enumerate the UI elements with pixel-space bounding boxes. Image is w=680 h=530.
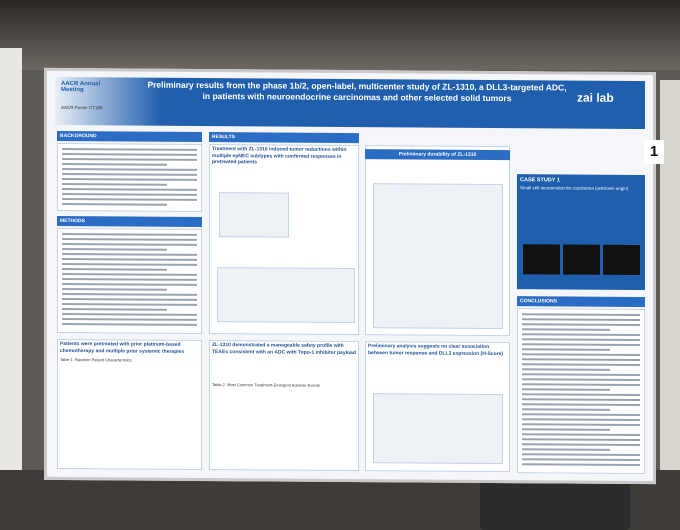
figure [217, 267, 355, 324]
text-line [522, 348, 610, 351]
text-line [62, 257, 197, 261]
text-line [62, 292, 197, 296]
section-heading: RESULTS [209, 132, 359, 144]
text-line [522, 383, 640, 386]
text-line [522, 423, 640, 426]
text-line [522, 463, 640, 466]
text-line [62, 187, 197, 191]
text-line [522, 393, 640, 396]
text-line [62, 317, 197, 321]
text-line [62, 282, 197, 286]
text-line [62, 147, 197, 151]
text-line [522, 398, 640, 401]
text-line [522, 378, 640, 381]
text-line [62, 202, 167, 206]
ct-scan [563, 244, 600, 275]
text-line [62, 302, 197, 306]
text-line [522, 338, 640, 341]
poster-title: Preliminary results from the phase 1b/2,… [147, 79, 567, 104]
safety-box [209, 340, 359, 472]
text-block [57, 227, 202, 334]
ct-scan [523, 244, 560, 275]
section-heading: Preliminary durability of ZL-1310 [365, 149, 510, 161]
text-line [522, 328, 610, 331]
section-heading: METHODS [57, 215, 202, 227]
section-heading: CASE STUDY 1 [520, 177, 560, 184]
text-line [522, 413, 640, 416]
text-line [522, 453, 640, 456]
text-line [62, 287, 167, 291]
poster-id: AACR Poster CT180 [61, 104, 103, 111]
text-block [57, 142, 202, 212]
text-line [62, 192, 197, 196]
text-line [62, 312, 197, 316]
figure [373, 393, 503, 465]
text-line [522, 403, 640, 406]
text-line [62, 152, 197, 156]
text-line [62, 242, 197, 246]
section-heading: CONCLUSIONS [517, 296, 645, 308]
logo: zai lab [577, 90, 614, 105]
text-line [62, 272, 197, 276]
text-line [522, 363, 640, 366]
text-line [62, 247, 167, 251]
text-line [522, 353, 640, 356]
text-line [522, 443, 640, 446]
text-line [62, 267, 167, 271]
section-heading: BACKGROUND [57, 130, 202, 142]
text-line [62, 182, 167, 186]
text-line [522, 368, 610, 371]
neighbor-board [660, 80, 680, 490]
text-line [522, 428, 610, 431]
section-heading: Preliminary analysis suggests no clear a… [368, 343, 504, 357]
text-line [522, 343, 640, 346]
text-line [522, 373, 640, 376]
text-line [62, 162, 167, 166]
text-line [522, 323, 640, 326]
text-line [522, 333, 640, 336]
figure [219, 192, 289, 238]
text-line [522, 318, 640, 321]
text-line [522, 438, 640, 441]
text-line [522, 458, 640, 461]
text-line [62, 277, 197, 281]
text-line [62, 307, 167, 311]
text-line [522, 408, 610, 411]
text-line [522, 433, 640, 436]
table-caption: Table 1. Baseline Patient Characteristic… [60, 356, 132, 363]
section-heading: ZL-1310 demonstrated a manageable safety… [212, 342, 356, 356]
text-line [522, 358, 640, 361]
section-heading: Treatment with ZL-1310 induced tumor red… [212, 146, 347, 166]
neighbor-board [0, 48, 22, 488]
table-caption: Table 2. Most Common Treatment-Emergent … [212, 382, 320, 388]
case-subtitle: Small cell neuroendocrine carcinoma (unk… [520, 185, 629, 191]
ct-scan [603, 244, 640, 276]
text-line [62, 157, 197, 161]
text-block [517, 308, 645, 475]
text-line [522, 418, 640, 421]
meeting: AACR Annual Meeting [61, 80, 101, 94]
swimmer-plot [373, 183, 503, 330]
text-line [62, 232, 197, 236]
text-line [522, 448, 610, 451]
text-line [522, 313, 640, 316]
text-line [62, 237, 197, 241]
text-line [62, 177, 197, 181]
text-line [522, 388, 610, 391]
text-line [62, 262, 197, 266]
text-line [62, 297, 197, 301]
text-line [62, 197, 197, 201]
text-line [62, 167, 197, 171]
text-line [62, 172, 197, 176]
section-heading: Patients were pretreated with prior plat… [60, 340, 185, 355]
board-number: 1 [644, 140, 664, 164]
text-line [62, 322, 197, 326]
poster: AACR Annual Meeting AACR Poster CT180 Pr… [44, 67, 656, 485]
text-line [62, 252, 197, 256]
ceiling [0, 0, 680, 70]
